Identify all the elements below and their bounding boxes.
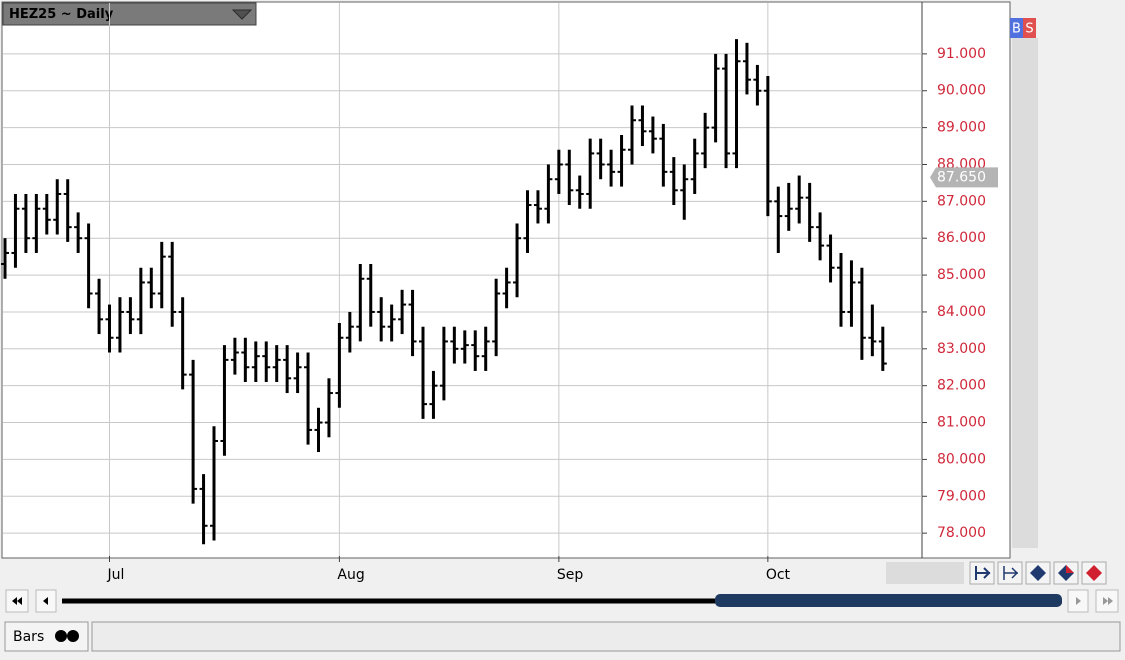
last-price-label: 87.650 (937, 169, 986, 185)
scrollbar (5, 589, 1119, 613)
chart-title: HEZ25 ~ Daily (9, 7, 114, 22)
symbol-box[interactable] (2, 2, 257, 26)
x-tick-label: Sep (557, 567, 584, 583)
plot-layer: 78.000 79.000 80.000 81.000 82.000 83.000 84.0… (1, 3, 998, 583)
scroll-icon (43, 597, 48, 605)
sell-label: S (1025, 22, 1033, 37)
y-tick-label: 86.000 (937, 230, 986, 246)
y-tick-label: 91.000 (937, 46, 986, 62)
scroll-icon (12, 597, 22, 605)
toolbar-blank (886, 562, 964, 584)
toolbar (969, 561, 1107, 585)
y-tick-label: 85.000 (937, 267, 986, 283)
side-strip (1012, 38, 1038, 548)
scroll-icon (1103, 597, 1113, 605)
y-tick-label: 84.000 (937, 304, 986, 320)
y-tick-label: 78.000 (937, 525, 986, 541)
sell-button[interactable] (1023, 18, 1036, 38)
x-tick-label: Oct (766, 567, 791, 583)
price-pointer (930, 167, 998, 188)
y-tick-label: 81.000 (937, 415, 986, 431)
scroll-icon (1076, 597, 1081, 605)
tool-icon (1030, 565, 1046, 581)
x-tick-label: Jul (107, 567, 125, 583)
status-panel (91, 621, 1121, 652)
tool-icon (1066, 565, 1074, 573)
tool-icon (1003, 566, 1019, 580)
tab-icon (55, 630, 67, 642)
tab-icon (67, 630, 79, 642)
y-tick-label: 79.000 (937, 488, 986, 504)
y-tick-label: 83.000 (937, 341, 986, 357)
scroll-thumb[interactable] (715, 594, 1062, 607)
buy-button[interactable] (1010, 18, 1023, 38)
y-tick-label: 82.000 (937, 378, 986, 394)
tool-icon (975, 566, 991, 580)
dropdown-arrow[interactable] (231, 9, 253, 20)
y-tick-label: 89.000 (937, 120, 986, 136)
buy-label: B (1012, 22, 1021, 37)
y-tick-label: 80.000 (937, 451, 986, 467)
x-tick-label: Aug (337, 567, 364, 583)
y-tick-label: 87.000 (937, 193, 986, 209)
tool-icon (1086, 565, 1102, 581)
y-tick-label: 90.000 (937, 83, 986, 99)
style-tab-label: Bars (13, 629, 44, 645)
